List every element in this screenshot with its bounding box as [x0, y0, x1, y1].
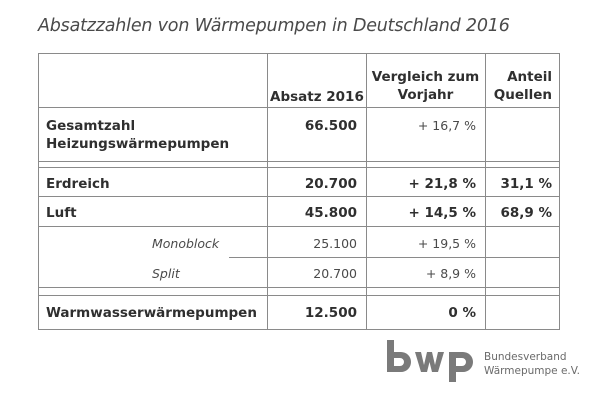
- sales-table: [38, 53, 560, 330]
- cell-vergleich: + 8,9 %: [425, 266, 476, 281]
- cell-absatz: 12.500: [304, 305, 357, 321]
- row-divider: [39, 167, 559, 168]
- bwp-logo-icon: [387, 340, 473, 382]
- cell-absatz: 20.700: [304, 176, 357, 192]
- row-label: Monoblock: [152, 236, 220, 251]
- column-divider: [485, 54, 486, 329]
- logo-wordmark: Bundesverband Wärmepumpe e.V.: [484, 350, 580, 378]
- row-divider: [39, 295, 559, 296]
- row-label: Erdreich: [46, 176, 110, 192]
- cell-vergleich: + 16,7 %: [417, 118, 476, 133]
- cell-absatz: 20.700: [313, 266, 357, 281]
- row-divider: [39, 287, 559, 288]
- column-divider: [267, 54, 268, 329]
- row-label: Split: [152, 266, 180, 281]
- row-divider: [39, 161, 559, 162]
- row-label: Gesamtzahl: [46, 118, 136, 134]
- row-label: Heizungswärmepumpen: [46, 136, 230, 152]
- header-anteil-line1: Anteil: [507, 69, 552, 85]
- logo-line2: Wärmepumpe e.V.: [484, 365, 580, 377]
- logo-line1: Bundesverband: [484, 351, 567, 363]
- cell-vergleich: + 21,8 %: [408, 176, 476, 192]
- row-divider: [39, 196, 559, 197]
- page-title: Absatzzahlen von Wärmepumpen in Deutschl…: [38, 16, 510, 36]
- row-label: Warmwasserwärmepumpen: [46, 305, 257, 321]
- header-vergleich-line1: Vergleich zum: [371, 69, 480, 85]
- header-absatz: Absatz 2016: [270, 89, 364, 105]
- cell-absatz: 66.500: [304, 118, 357, 134]
- row-divider: [229, 257, 559, 258]
- cell-vergleich: + 14,5 %: [408, 205, 476, 221]
- row-divider: [39, 226, 559, 227]
- cell-absatz: 25.100: [313, 236, 357, 251]
- cell-anteil: 31,1 %: [500, 176, 552, 192]
- cell-absatz: 45.800: [304, 205, 357, 221]
- header-anteil-line2: Quellen: [493, 87, 552, 103]
- row-label: Luft: [46, 205, 77, 221]
- column-divider: [366, 54, 367, 329]
- cell-vergleich: + 19,5 %: [417, 236, 476, 251]
- header-vergleich-line2: Vorjahr: [397, 87, 454, 103]
- row-divider: [39, 107, 559, 108]
- cell-vergleich: 0 %: [448, 305, 476, 321]
- cell-anteil: 68,9 %: [500, 205, 552, 221]
